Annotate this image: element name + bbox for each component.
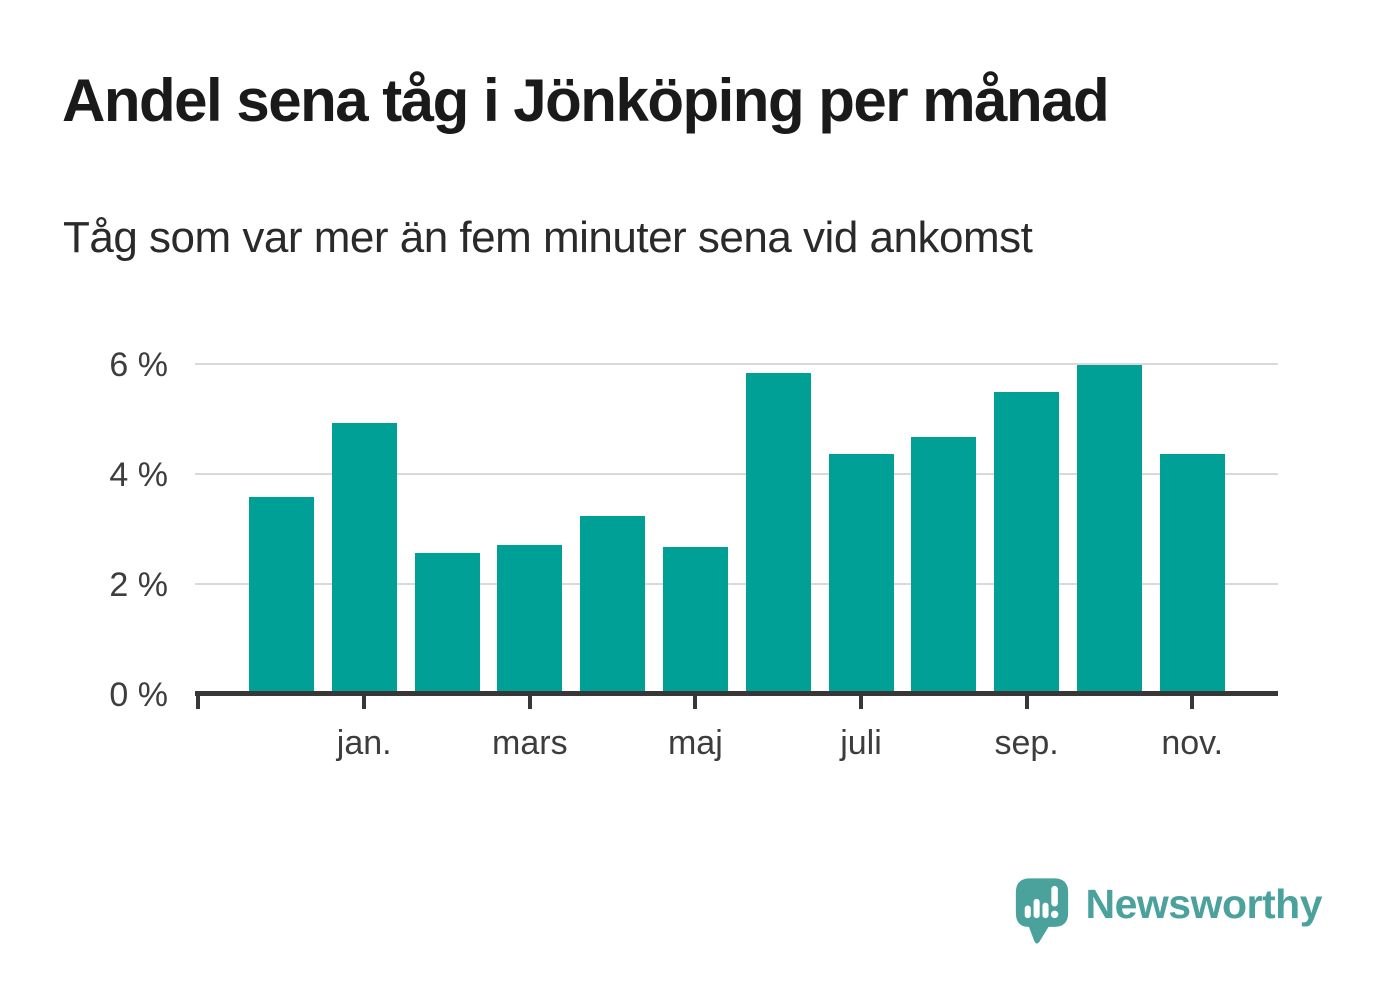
newsworthy-logo-text: Newsworthy [1085,881,1323,927]
newsworthy-logo: Newsworthy [1014,876,1323,948]
gridline-4pct [195,472,1278,475]
x-tick-jan [362,696,367,709]
x-tick-sep [1024,696,1029,709]
x-tick-mars [527,696,532,709]
y-axis-label-0: 0 % [109,675,168,714]
bar-apr [580,515,646,694]
y-axis-label-6: 6 % [109,346,168,385]
chart-subtitle: Tåg som var mer än fem minuter sena vid … [63,213,1033,262]
x-axis-label-mars: mars [492,724,568,762]
bar-mars [497,544,563,694]
bar-okt [1076,365,1142,694]
bar-nov [1159,453,1225,694]
x-axis-label-sep: sep. [994,724,1059,762]
x-axis-line [195,691,1278,696]
x-axis-label-nov: nov. [1161,724,1224,762]
x-axis-label-maj: maj [667,724,723,762]
y-axis-label-2: 2 % [109,565,168,604]
gridline-6pct [195,363,1278,366]
newsworthy-logo-icon [1015,878,1068,944]
bar-juli [828,453,894,694]
bar-feb [414,552,480,694]
x-axis-label-juli: juli [840,724,882,762]
x-axis-label-jan: jan. [336,724,392,762]
x-tick-nov [1190,696,1195,709]
bar-dec [248,496,314,694]
bar-aug [911,437,977,694]
x-tick-maj [693,696,698,709]
y-axis-label-4: 4 % [109,455,168,494]
x-tick-juli [859,696,863,709]
bar-sep [994,391,1060,694]
gridline-2pct [195,582,1278,585]
x-axis-origin-tick [196,696,200,709]
plot-area: jan. mars maj juli sep. nov. [195,340,1278,762]
bar-maj [662,547,728,694]
bar-jan [331,422,397,694]
chart-title: Andel sena tåg i Jönköping per månad [62,67,1110,134]
bar-juni [745,372,811,694]
